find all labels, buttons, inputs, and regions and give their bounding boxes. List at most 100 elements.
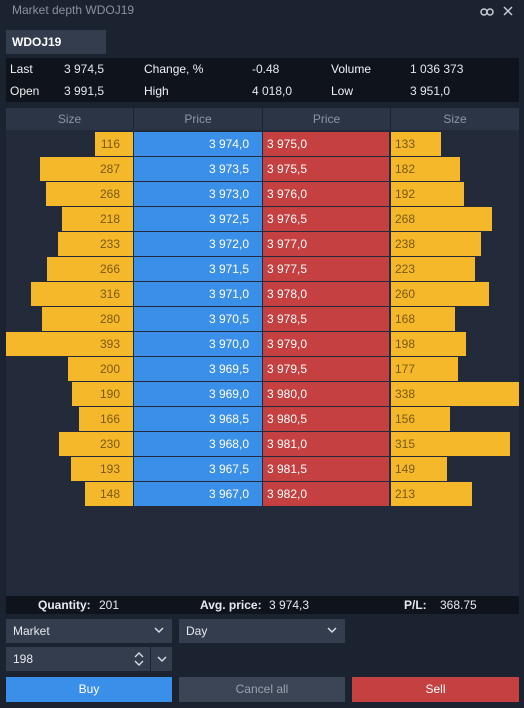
low-label: Low [331, 84, 354, 98]
validity-value: Day [186, 624, 208, 638]
last-value: 3 974,5 [64, 62, 105, 76]
bid-price-cell[interactable]: 3 967,5 [134, 457, 262, 481]
depth-row[interactable]: 218 3 972,5 3 976,5 268 [6, 207, 519, 231]
ask-price-cell[interactable]: 3 980,0 [263, 382, 389, 406]
depth-row[interactable]: 316 3 971,0 3 978,0 260 [6, 282, 519, 306]
depth-row[interactable]: 193 3 967,5 3 981,5 149 [6, 457, 519, 481]
volume-value: 1 036 373 [410, 62, 464, 76]
ask-size: 149 [395, 462, 416, 476]
ask-size: 260 [395, 287, 416, 301]
header-ask-price[interactable]: Price [312, 112, 341, 126]
bid-price-cell[interactable]: 3 971,0 [134, 282, 262, 306]
depth-row[interactable]: 190 3 969,0 3 980,0 338 [6, 382, 519, 406]
ask-price-cell[interactable]: 3 979,5 [263, 357, 389, 381]
depth-row[interactable]: 230 3 968,0 3 981,0 315 [6, 432, 519, 456]
depth-row[interactable]: 268 3 973,0 3 976,0 192 [6, 182, 519, 206]
quantity-dropdown[interactable] [150, 647, 172, 671]
bid-price-cell[interactable]: 3 970,0 [134, 332, 262, 356]
bid-size: 190 [99, 387, 120, 401]
last-label: Last [10, 62, 33, 76]
bid-price-cell[interactable]: 3 974,0 [134, 132, 262, 156]
depth-header: Size Price Price Size [6, 108, 519, 130]
header-bid-size[interactable]: Size [57, 112, 82, 126]
ask-price-cell[interactable]: 3 978,0 [263, 282, 389, 306]
ask-size: 168 [395, 312, 416, 326]
bid-size: 148 [99, 487, 120, 501]
close-icon[interactable] [502, 5, 514, 17]
avg-price-label: Avg. price: [200, 598, 262, 612]
ask-size-bar [391, 307, 455, 331]
sell-button[interactable]: Sell [352, 677, 519, 702]
chevron-down-icon [154, 627, 164, 634]
ask-price-cell[interactable]: 3 981,0 [263, 432, 389, 456]
depth-row[interactable]: 280 3 970,5 3 978,5 168 [6, 307, 519, 331]
bid-price-cell[interactable]: 3 969,0 [134, 382, 262, 406]
depth-row[interactable]: 233 3 972,0 3 977,0 238 [6, 232, 519, 256]
bid-size: 280 [99, 312, 120, 326]
buy-button[interactable]: Buy [6, 677, 172, 702]
ask-price-cell[interactable]: 3 975,5 [263, 157, 389, 181]
ask-size-bar [391, 157, 460, 181]
ask-size: 156 [395, 412, 416, 426]
ask-price-cell[interactable]: 3 978,5 [263, 307, 389, 331]
ask-price-cell[interactable]: 3 975,0 [263, 132, 389, 156]
ask-price-cell[interactable]: 3 980,5 [263, 407, 389, 431]
ask-size-bar [391, 282, 489, 306]
depth-row[interactable]: 166 3 968,5 3 980,5 156 [6, 407, 519, 431]
bid-price-cell[interactable]: 3 970,5 [134, 307, 262, 331]
order-type-select[interactable]: Market [6, 619, 172, 643]
ask-size: 315 [395, 437, 416, 451]
ask-price-cell[interactable]: 3 976,5 [263, 207, 389, 231]
bid-price-cell[interactable]: 3 973,5 [134, 157, 262, 181]
depth-row[interactable]: 393 3 970,0 3 979,0 198 [6, 332, 519, 356]
ask-size-bar [391, 407, 450, 431]
ask-price-cell[interactable]: 3 977,0 [263, 232, 389, 256]
header-bid-price[interactable]: Price [184, 112, 212, 126]
bid-price-cell[interactable]: 3 972,0 [134, 232, 262, 256]
ask-price-cell[interactable]: 3 982,0 [263, 482, 389, 506]
depth-row[interactable]: 287 3 973,5 3 975,5 182 [6, 157, 519, 181]
ask-size-bar [391, 357, 458, 381]
depth-row[interactable]: 200 3 969,5 3 979,5 177 [6, 357, 519, 381]
ask-size: 192 [395, 187, 416, 201]
open-value: 3 991,5 [64, 84, 105, 98]
header-divider [390, 108, 391, 130]
ask-price-cell[interactable]: 3 977,5 [263, 257, 389, 281]
bid-price-cell[interactable]: 3 968,0 [134, 432, 262, 456]
bid-price-cell[interactable]: 3 973,0 [134, 182, 262, 206]
cancel-all-button[interactable]: Cancel all [179, 677, 345, 702]
ask-size-bar [391, 482, 472, 506]
link-icon[interactable] [480, 7, 494, 17]
bid-price-cell[interactable]: 3 971,5 [134, 257, 262, 281]
ask-price-cell[interactable]: 3 981,5 [263, 457, 389, 481]
ask-size-bar [391, 457, 447, 481]
stepper-icon[interactable] [133, 650, 145, 668]
depth-row[interactable]: 266 3 971,5 3 977,5 223 [6, 257, 519, 281]
ask-size-bar [391, 132, 441, 156]
position-summary: Quantity: 201 Avg. price: 3 974,3 P/L: 3… [6, 596, 519, 614]
depth-row[interactable]: 116 3 974,0 3 975,0 133 [6, 132, 519, 156]
ask-price-cell[interactable]: 3 979,0 [263, 332, 389, 356]
bid-size-bar [6, 332, 133, 356]
ask-size: 182 [395, 162, 416, 176]
bid-price-cell[interactable]: 3 968,5 [134, 407, 262, 431]
ask-size-bar [391, 432, 510, 456]
validity-select[interactable]: Day [179, 619, 345, 643]
quantity-input[interactable]: 198 [6, 647, 150, 671]
bid-size: 233 [99, 237, 120, 251]
bid-size-bar [62, 207, 133, 231]
avg-price-value: 3 974,3 [269, 598, 310, 612]
header-ask-size[interactable]: Size [443, 112, 467, 126]
ask-size: 177 [395, 362, 416, 376]
ask-price-cell[interactable]: 3 976,0 [263, 182, 389, 206]
bid-size-bar [85, 482, 133, 506]
symbol-input[interactable]: WDOJ19 [6, 30, 106, 54]
bid-price-cell[interactable]: 3 969,5 [134, 357, 262, 381]
high-value: 4 018,0 [252, 84, 293, 98]
depth-row[interactable]: 148 3 967,0 3 982,0 213 [6, 482, 519, 506]
bid-price-cell[interactable]: 3 972,5 [134, 207, 262, 231]
ask-size: 338 [395, 387, 416, 401]
order-type-value: Market [13, 624, 50, 638]
bid-price-cell[interactable]: 3 967,0 [134, 482, 262, 506]
bid-size: 266 [99, 262, 120, 276]
